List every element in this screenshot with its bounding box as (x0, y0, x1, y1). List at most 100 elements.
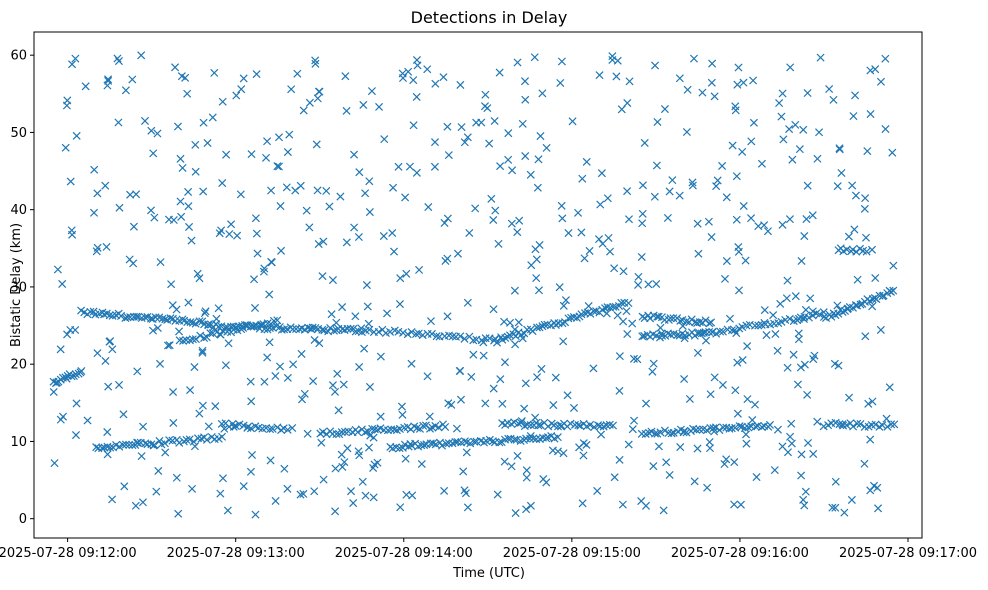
track-4-point (460, 334, 469, 343)
track-16-point (523, 420, 532, 429)
scatter-point (596, 200, 605, 209)
scatter-point (526, 432, 535, 441)
scatter-point (113, 54, 122, 63)
scatter-point (831, 477, 840, 486)
track-6-point (669, 314, 678, 323)
scatter-point (173, 122, 182, 131)
scatter-point (315, 87, 324, 96)
scatter-point (237, 85, 246, 94)
scatter-point (469, 350, 478, 359)
scatter-point (479, 351, 488, 360)
scatter-point (252, 229, 261, 238)
scatter-point (742, 439, 751, 448)
scatter-point (490, 116, 499, 126)
scatter-point (319, 475, 328, 484)
track-3-point (179, 336, 188, 345)
scatter-point (589, 364, 598, 373)
scatter-point (730, 500, 739, 509)
track-17-point (702, 426, 711, 435)
scatter-point (346, 487, 356, 496)
scatter-point (653, 117, 662, 127)
scatter-point (710, 427, 719, 436)
scatter-point (409, 121, 418, 130)
scatter-point (156, 258, 165, 267)
scatter-point (489, 384, 498, 393)
scatter-point (788, 155, 797, 164)
scatter-point (487, 194, 496, 203)
scatter-point (830, 359, 839, 368)
scatter-point (175, 327, 184, 336)
scatter-point (364, 319, 373, 328)
scatter-point (351, 312, 360, 321)
scatter-point (313, 186, 322, 195)
track-15-point (497, 438, 506, 447)
scatter-point (861, 233, 871, 242)
scatter-point (222, 150, 231, 159)
scatter-point (530, 53, 539, 62)
scatter-point (778, 89, 787, 98)
axis-ticks: 0 10 20 30 40 50 60 2025-07-28 09:12:00 2025-07-… (0, 49, 977, 561)
scatter-point (662, 458, 671, 467)
scatter-point (92, 247, 101, 256)
scatter-point (537, 364, 546, 373)
scatter-point (334, 406, 343, 415)
scatter-point (471, 204, 480, 213)
scatter-point (243, 423, 252, 432)
scatter-point (424, 203, 433, 212)
scatter-point (299, 106, 308, 115)
scatter-point (712, 182, 721, 191)
scatter-point (463, 133, 472, 142)
track-8-point (781, 315, 790, 325)
data-marks (49, 51, 899, 519)
track-4-point (469, 336, 478, 345)
scatter-point (663, 213, 672, 223)
scatter-point (610, 473, 619, 482)
scatter-point (305, 98, 314, 107)
track-4-point (456, 332, 465, 341)
scatter-point (309, 377, 318, 386)
scatter-point (137, 452, 146, 461)
scatter-point (881, 125, 890, 134)
scatter-point (307, 325, 316, 334)
scatter-point (190, 442, 199, 451)
scatter-point (775, 99, 784, 108)
scatter-point (693, 219, 702, 228)
scatter-point (128, 75, 137, 84)
scatter-point (844, 232, 853, 241)
track-11-point (125, 440, 134, 449)
scatter-point (843, 304, 853, 313)
scatter-point (720, 460, 729, 469)
scatter-point (713, 176, 722, 185)
scatter-point (794, 329, 803, 338)
track-18-point (853, 419, 862, 428)
scatter-point (310, 487, 319, 496)
scatter-point (212, 314, 221, 323)
scatter-point (467, 372, 476, 381)
scatter-point (534, 155, 543, 164)
scatter-point (319, 237, 328, 246)
scatter-point (365, 177, 374, 186)
scatter-point (216, 330, 225, 339)
scatter-point (58, 279, 67, 288)
scatter-point (481, 399, 490, 408)
track-8-point (804, 313, 813, 322)
track-1-point (204, 320, 213, 329)
scatter-point (462, 448, 471, 457)
scatter-point (129, 222, 138, 231)
scatter-point (520, 77, 530, 86)
track-7-point (673, 331, 682, 340)
scatter-point (800, 232, 809, 241)
scatter-point (578, 174, 587, 183)
track-16-point (602, 421, 611, 430)
scatter-point (690, 477, 699, 486)
scatter-point (556, 422, 565, 431)
scatter-point (361, 189, 370, 198)
scatter-point (104, 75, 113, 84)
scatter-point (246, 467, 255, 476)
scatter-point (317, 438, 326, 447)
scatter-point (185, 222, 194, 231)
scatter-point (682, 128, 691, 137)
scatter-point (782, 294, 791, 303)
scatter-point (619, 317, 628, 326)
scatter-point (618, 500, 627, 509)
